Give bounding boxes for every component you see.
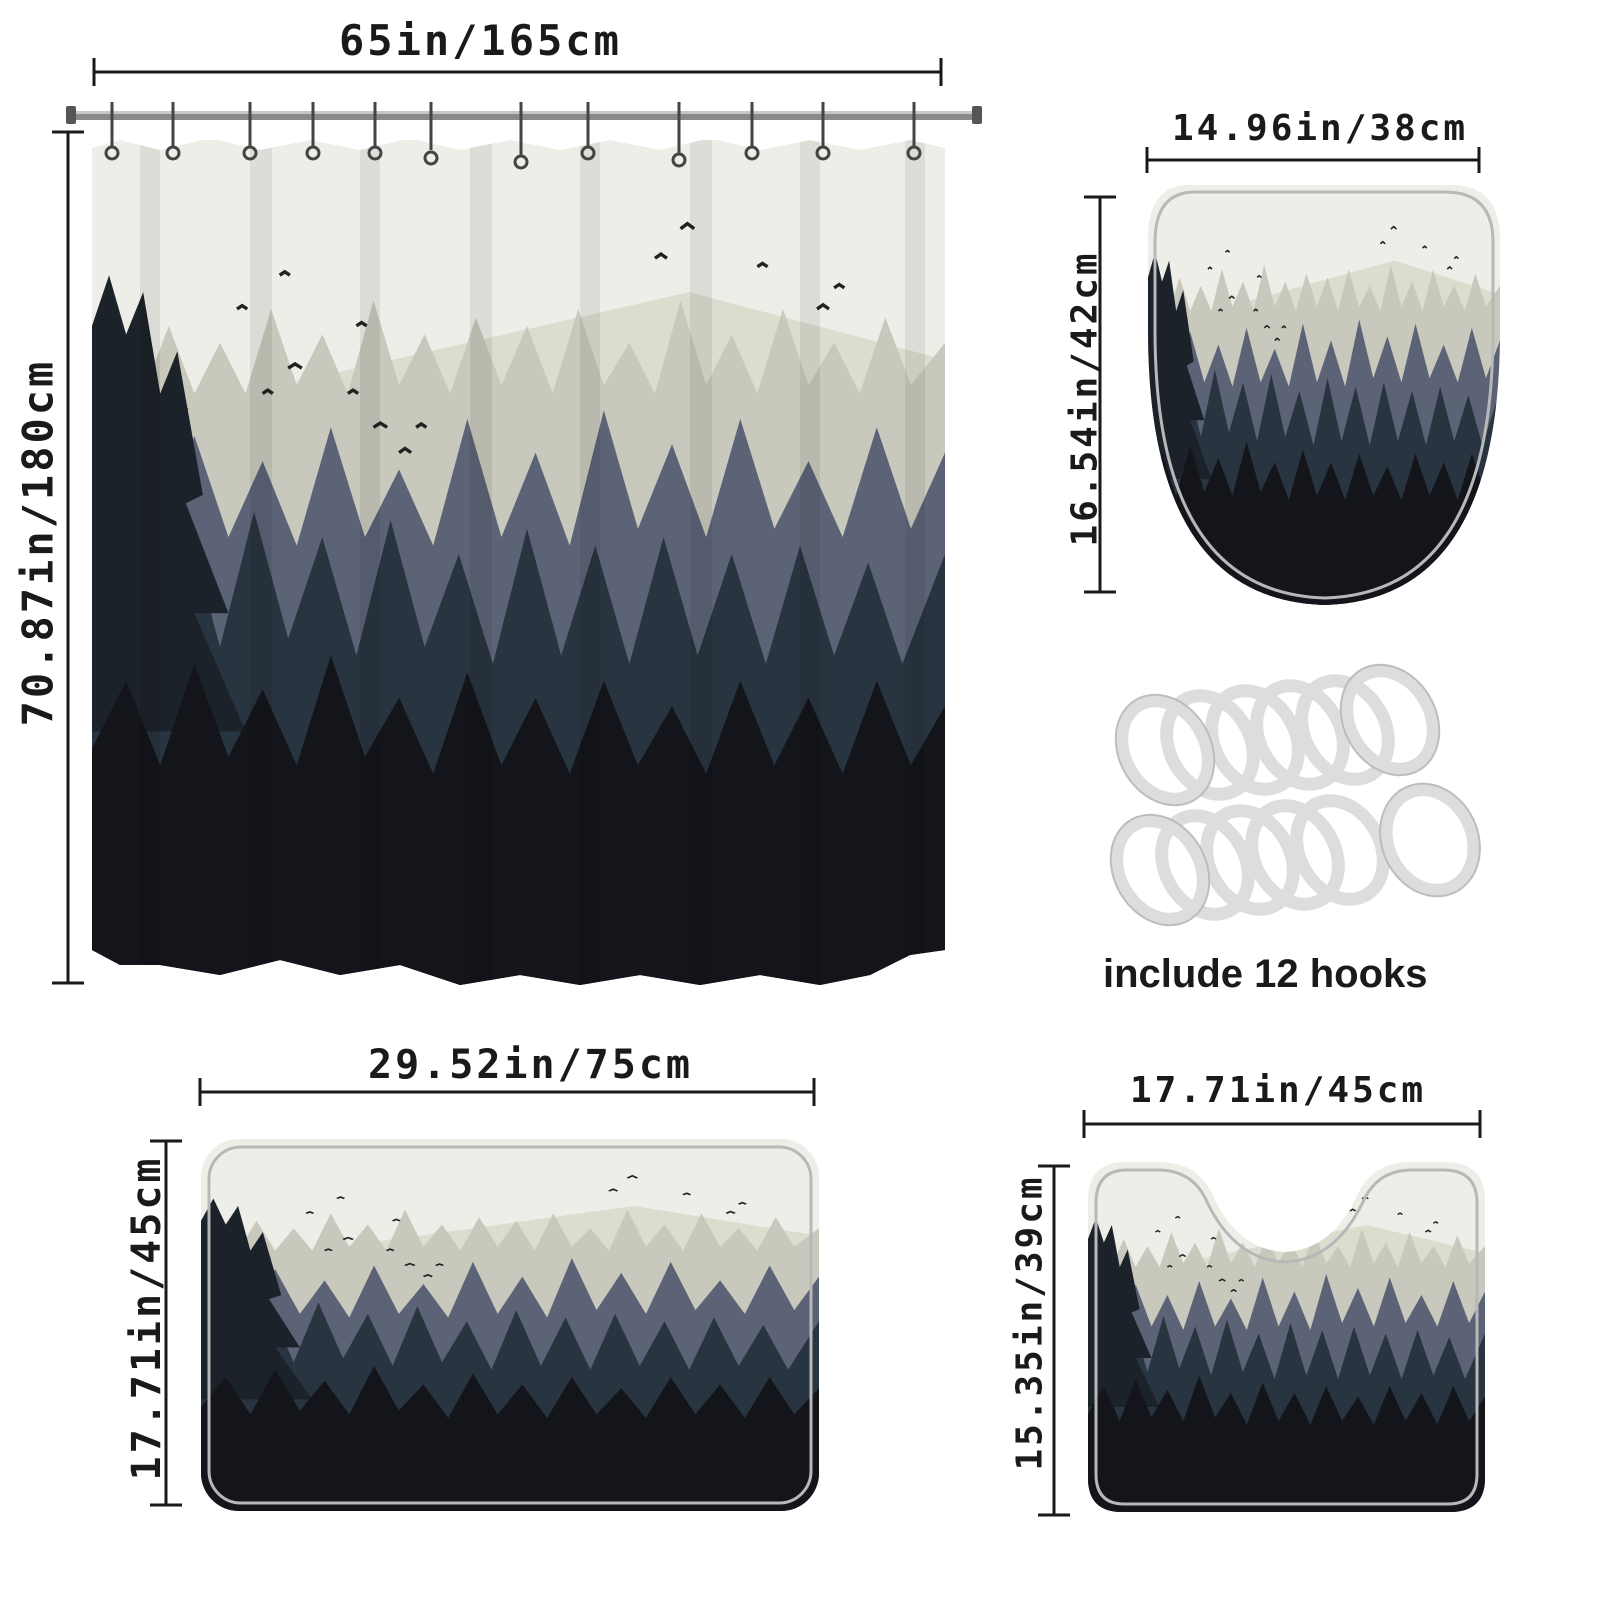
contour-mat — [1088, 1162, 1485, 1512]
hook-icon — [1290, 794, 1390, 906]
hook-icon — [1110, 814, 1210, 926]
contour-mat-height-label: 15.35in/39cm — [1009, 1174, 1051, 1471]
hook-icon — [1200, 804, 1300, 916]
lid-cover — [1148, 185, 1500, 605]
hook-icon — [1295, 674, 1395, 786]
bath-mat-width-label: 29.52in/75cm — [368, 1042, 693, 1088]
hooks-caption: include 12 hooks — [1103, 952, 1428, 996]
curtain-height-label: 70.87in/180cm — [13, 358, 63, 727]
lid-width-label: 14.96in/38cm — [1172, 108, 1469, 149]
hook-icon — [1250, 679, 1350, 791]
curtain-width-label: 65in/165cm — [339, 16, 622, 65]
curtain-rings — [104, 102, 922, 170]
hook-icon — [1155, 809, 1255, 921]
contour-mat-width-label: 17.71in/45cm — [1130, 1070, 1427, 1111]
curtain-rod — [66, 106, 982, 124]
hook-icon — [1340, 664, 1440, 776]
hook-icon — [1115, 694, 1215, 806]
hook-icon — [1160, 689, 1260, 801]
hook-icon — [1379, 783, 1481, 897]
hook-icon — [1205, 684, 1305, 796]
bath-mat-height-label: 17.71in/45cm — [124, 1155, 170, 1481]
shower-curtain — [92, 138, 945, 985]
shower-hooks — [1110, 664, 1481, 926]
lid-height-label: 16.54in/42cm — [1064, 250, 1106, 547]
hook-icon — [1245, 799, 1345, 911]
dimension-lines — [52, 58, 1482, 1517]
bath-mat — [201, 1139, 819, 1511]
